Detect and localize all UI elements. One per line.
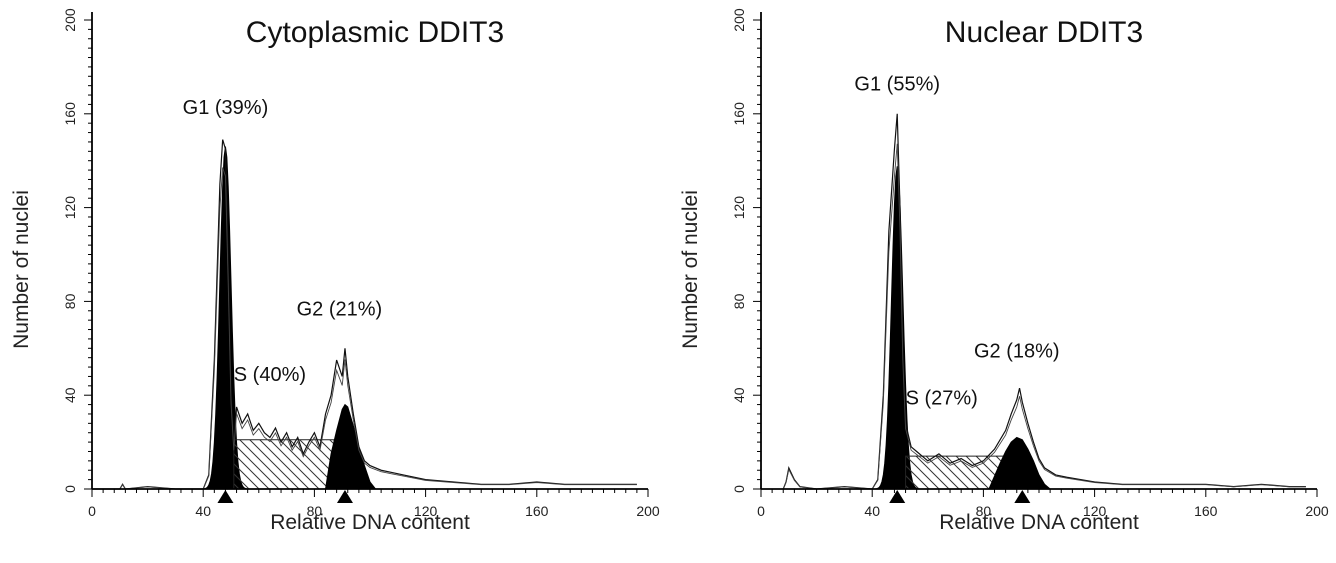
- g1-peak-fill: [874, 166, 920, 490]
- histogram-line: [782, 113, 1306, 490]
- phase-annotation: G2 (18%): [974, 341, 1060, 363]
- x-tick-label: 160: [1194, 503, 1218, 519]
- x-tick-label: 80: [307, 503, 323, 519]
- y-tick-label: 40: [62, 387, 78, 403]
- chart-panel-1: Cytoplasmic DDIT3 0 40 80 120 160 200 0 40 80 120 1…: [10, 8, 660, 534]
- x-tick-label: 200: [636, 503, 660, 519]
- y-tick-label: 160: [62, 102, 78, 126]
- phase-annotation: G2 (21%): [297, 298, 383, 320]
- chart-title: Cytoplasmic DDIT3: [246, 16, 504, 49]
- y-tick-label: 120: [731, 196, 747, 220]
- fit-line: [782, 143, 1306, 490]
- y-tick-label: 80: [731, 293, 747, 309]
- x-axis-title: Relative DNA content: [939, 511, 1139, 534]
- phase-annotation: G1 (39%): [183, 97, 269, 119]
- peak-marker-triangle: [1014, 490, 1031, 503]
- peak-marker-triangle: [336, 490, 353, 503]
- x-tick-label: 40: [864, 503, 880, 519]
- y-axis-title: Number of nuclei: [679, 190, 702, 349]
- y-tick-label: 200: [731, 8, 747, 32]
- g1-peak-fill: [202, 146, 249, 490]
- x-tick-label: 200: [1305, 503, 1329, 519]
- x-tick-label: 0: [88, 503, 96, 519]
- y-tick-label: 0: [731, 485, 747, 493]
- y-axis-title: Number of nuclei: [10, 190, 33, 349]
- chart-title: Nuclear DDIT3: [945, 16, 1143, 49]
- y-tick-label: 80: [62, 293, 78, 309]
- g2-peak-fill: [988, 436, 1052, 490]
- x-tick-label: 0: [757, 503, 765, 519]
- fit-line: [92, 167, 637, 490]
- x-axis-title: Relative DNA content: [270, 511, 470, 534]
- x-tick-label: 120: [1083, 503, 1107, 519]
- peak-marker-triangle: [217, 490, 234, 503]
- peak-marker-triangle: [889, 490, 906, 503]
- y-tick-label: 0: [62, 485, 78, 493]
- x-tick-label: 40: [195, 503, 211, 519]
- histogram-line: [92, 139, 637, 490]
- phase-annotation: G1 (55%): [854, 73, 940, 95]
- y-tick-label: 160: [731, 102, 747, 126]
- x-tick-label: 80: [976, 503, 992, 519]
- phase-annotation: S (40%): [234, 364, 306, 386]
- y-tick-label: 120: [62, 196, 78, 220]
- x-tick-label: 120: [414, 503, 438, 519]
- phase-annotation: S (27%): [906, 388, 978, 410]
- x-tick-label: 160: [525, 503, 549, 519]
- y-tick-label: 200: [62, 8, 78, 32]
- chart-panel-2: Nuclear DDIT3 0 40 80 120 160 200 0 40 80 120 160 20…: [679, 8, 1329, 534]
- y-tick-label: 40: [731, 387, 747, 403]
- g2-peak-fill: [324, 403, 377, 490]
